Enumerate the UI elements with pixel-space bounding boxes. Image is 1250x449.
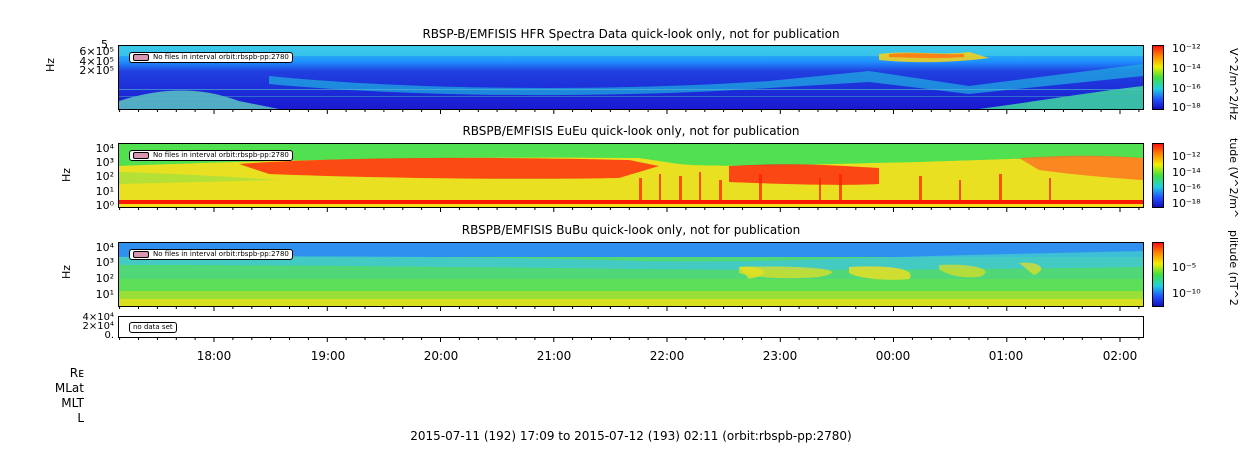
panel2-cb-tick: 10⁻¹⁸: [1172, 197, 1201, 210]
ephemeris-label: Rᴇ: [69, 366, 84, 380]
no-files-annotation: No files in interval orbit:rbspb-pp:2780: [129, 150, 293, 161]
panel2-cb-tick: 10⁻¹⁴: [1172, 166, 1201, 179]
x-tick-label: 19:00: [310, 349, 346, 363]
x-tick-label: 23:00: [762, 349, 798, 363]
ephemeris-label: MLat: [54, 381, 84, 395]
panel3-cb-tick: 10⁻⁵: [1172, 261, 1197, 274]
panel1-cb-tick: 10⁻¹²: [1172, 42, 1201, 55]
x-tick-label: 22:00: [649, 349, 685, 363]
x-tick-label: 18:00: [196, 349, 232, 363]
panel2-title: RBSPB/EMFISIS EuEu quick-look only, not …: [462, 124, 800, 138]
panel1-colorbar: [1152, 45, 1164, 110]
x-tick-label: 21:00: [536, 349, 572, 363]
panel2-colorbar: [1152, 143, 1164, 208]
ephemeris-label: MLT: [61, 396, 84, 410]
panel3-ytick: 10²: [95, 272, 114, 285]
panel3-ytick: 10⁴: [95, 241, 114, 254]
panel3-title: RBSPB/EMFISIS BuBu quick-look only, not …: [461, 223, 801, 237]
panel2-ytick: 10⁴: [95, 142, 114, 155]
no-files-annotation: No files in interval orbit:rbspb-pp:2780: [129, 249, 293, 260]
panel1-cb-tick: 10⁻¹⁴: [1172, 62, 1201, 75]
hfr-spectrogram[interactable]: No files in interval orbit:rbspb-pp:2780: [118, 45, 1144, 110]
panel1-ytick: 5: [101, 38, 108, 51]
no-files-annotation: No files in interval orbit:rbspb-pp:2780: [129, 52, 293, 63]
no-data-icon: [133, 151, 149, 159]
no-data-icon: [133, 250, 149, 258]
panel3-cb-tick: 10⁻¹⁰: [1172, 287, 1201, 300]
panel3-ytick: 10¹: [95, 288, 114, 301]
bubu-spectrogram-image: [119, 243, 1143, 306]
no-data-icon: [133, 53, 149, 61]
panel4-ytick: 0.: [104, 330, 114, 341]
panel1-cb-tick: 10⁻¹⁸: [1172, 101, 1201, 114]
ephemeris-label: L: [77, 411, 84, 425]
panel2-ytick: 10²: [95, 170, 114, 183]
euu-spectrogram[interactable]: No files in interval orbit:rbspb-pp:2780: [118, 143, 1144, 208]
x-tick-label: 01:00: [988, 349, 1024, 363]
panel2-cb-tick: 10⁻¹²: [1172, 150, 1201, 163]
x-tick-label: 20:00: [423, 349, 459, 363]
panel2-ytick: 10¹: [95, 185, 114, 198]
panel1-ytick: 2×10⁵: [79, 64, 114, 77]
bubu-spectrogram[interactable]: No files in interval orbit:rbspb-pp:2780: [118, 242, 1144, 307]
panel4-ytick: 2×10⁴: [82, 321, 114, 332]
panel2-cb-tick: 10⁻¹⁶: [1172, 182, 1201, 195]
panel2-ytick: 10⁰: [95, 199, 114, 212]
panel1-ytick: 6×10⁵: [79, 45, 114, 58]
no-data-set-annotation: no data set: [129, 322, 177, 333]
panel3-ytick: 10³: [95, 256, 114, 269]
panel1-cb-tick: 10⁻¹⁶: [1172, 82, 1201, 95]
empty-line-panel[interactable]: no data set: [118, 316, 1144, 338]
panel1-ytick: 4×10⁵: [79, 55, 114, 68]
time-range-label: 2015-07-11 (192) 17:09 to 2015-07-12 (19…: [410, 429, 852, 443]
panel2-ytick: 10³: [95, 156, 114, 169]
x-tick-label: 02:00: [1102, 349, 1138, 363]
panel4-ytick: 4×10⁴: [82, 312, 114, 323]
panel1-title: RBSP-B/EMFISIS HFR Spectra Data quick-lo…: [422, 27, 840, 41]
x-tick-label: 00:00: [875, 349, 911, 363]
panel3-colorbar: [1152, 242, 1164, 307]
